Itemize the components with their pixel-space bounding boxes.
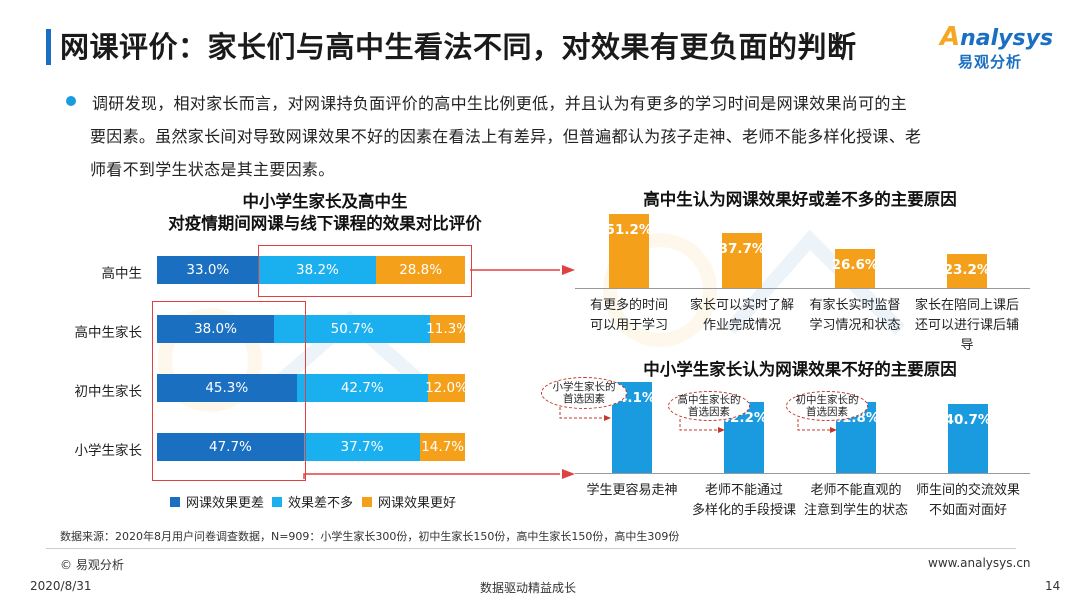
category-label-0: 高中生 xyxy=(101,266,143,282)
logo-wordmark: Analysys xyxy=(940,22,1053,52)
footer-divider xyxy=(46,548,1016,549)
bar-segment-2-1: 42.7% xyxy=(296,374,429,402)
column-category-label-1: 老师不能通过 多样化的手段授课 xyxy=(691,483,796,518)
column-bar-3: 23.2% xyxy=(944,254,990,288)
bar-segment-1-0: 38.0% xyxy=(157,315,275,343)
legend-worse: 网课效果更差 xyxy=(170,492,264,511)
column-value-label-2: 26.6% xyxy=(831,257,879,274)
bottom-right-axis-line xyxy=(575,473,1030,474)
legend-label-better: 网课效果更好 xyxy=(378,496,457,511)
bar-segment-3-2: 14.7% xyxy=(420,433,466,461)
column-bar-1: 37.7% xyxy=(719,233,765,288)
top-right-axis-line xyxy=(575,288,1030,289)
bullet-dot-icon xyxy=(66,96,76,106)
footer-website: www.analysys.cn xyxy=(928,556,1031,570)
category-label-2: 初中生家长 xyxy=(74,384,143,400)
column-bar-3: 40.7% xyxy=(945,404,991,473)
bar-segment-0-2: 28.8% xyxy=(376,256,465,284)
analysys-logo: Analysys 易观分析 xyxy=(940,22,1060,72)
callout-high-school-parents: 高中生家长的 首选因素 xyxy=(668,391,750,421)
footer-date: 2020/8/31 xyxy=(30,579,92,593)
left-chart-title-line-2: 对疫情期间网课与线下课程的效果对比评价 xyxy=(168,214,482,233)
legend-label-same: 效果差不多 xyxy=(288,496,354,511)
column-value-label-3: 23.2% xyxy=(943,262,991,279)
bar-segment-0-0: 33.0% xyxy=(157,256,259,284)
logo-brand: nalysys xyxy=(960,26,1054,51)
column-category-label-0: 有更多的时间 可以用于学习 xyxy=(589,298,668,333)
bar-segment-0-1: 38.2% xyxy=(258,256,377,284)
legend-label-worse: 网课效果更差 xyxy=(186,496,265,511)
callout-middle-school-parents: 初中生家长的 首选因素 xyxy=(786,391,868,421)
intro-line-3: 师看不到学生状态是其主要因素。 xyxy=(90,160,335,179)
column-value-label-0: 51.2% xyxy=(605,221,653,238)
logo-initial: A xyxy=(940,22,961,52)
legend-swatch-worse xyxy=(170,496,180,507)
bottom-right-chart-title: 中小学生家长认为网课效果不好的主要原因 xyxy=(643,360,957,379)
footer-slogan: 数据驱动精益成长 xyxy=(480,581,577,595)
column-category-label-0: 学生更容易走神 xyxy=(586,483,678,498)
legend-swatch-better xyxy=(362,496,372,507)
logo-subtitle: 易观分析 xyxy=(958,53,1023,71)
legend-better: 网课效果更好 xyxy=(362,492,456,511)
left-chart-title-line-1: 中小学生家长及高中生 xyxy=(242,192,408,211)
footer-copyright: © 易观分析 xyxy=(60,558,124,572)
column-value-label-1: 37.7% xyxy=(718,241,766,258)
intro-line-2: 要因素。虽然家长间对导致网课效果不好的因素在看法上有差异，但普遍都认为孩子走神、… xyxy=(90,127,922,146)
bar-segment-3-0: 47.7% xyxy=(157,433,304,461)
bar-segment-3-1: 37.7% xyxy=(303,433,421,461)
top-right-chart-title: 高中生认为网课效果好或差不多的主要原因 xyxy=(643,190,957,209)
callout-primary-school-parents: 小学生家长的 首选因素 xyxy=(541,377,627,409)
bar-segment-1-2: 11.3% xyxy=(426,315,469,343)
column-bar-2: 26.6% xyxy=(832,249,878,288)
column-category-label-2: 有家长实时监督 学习情况和状态 xyxy=(809,298,901,333)
footer-page-number: 14 xyxy=(1045,579,1061,593)
bar-segment-2-2: 12.0% xyxy=(425,374,468,402)
highlight-box-parents-negative xyxy=(152,301,306,481)
legend-same: 效果差不多 xyxy=(272,492,353,511)
category-label-3: 小学生家长 xyxy=(74,443,143,459)
legend-swatch-same xyxy=(272,496,282,507)
column-bar-0: 51.2% xyxy=(606,213,652,288)
highlight-box-high-school-positive xyxy=(258,245,472,297)
watermark-logo-icon-2 xyxy=(603,229,905,347)
column-category-label-1: 家长可以实时了解 作业完成情况 xyxy=(689,298,794,333)
column-category-label-3: 师生间的交流效果 不如面对面好 xyxy=(915,483,1020,518)
column-category-label-2: 老师不能直观的 注意到学生的状态 xyxy=(803,483,908,518)
source-note: 数据来源：2020年8月用户问卷调查数据，N=909：小学生家长300份，初中生… xyxy=(60,530,680,543)
intro-line-1: 调研发现，相对家长而言，对网课持负面评价的高中生比例更低，并且认为有更多的学习时… xyxy=(92,94,908,113)
title-accent-bar xyxy=(46,29,51,65)
bar-segment-1-1: 50.7% xyxy=(274,315,431,343)
category-label-1: 高中生家长 xyxy=(74,325,143,341)
column-category-label-3: 家长在陪同上课后 还可以进行课后辅导 xyxy=(914,298,1019,353)
bar-segment-2-0: 45.3% xyxy=(157,374,297,402)
column-value-label-3: 40.7% xyxy=(944,412,992,429)
page-title: 网课评价：家长们与高中生看法不同，对效果有更负面的判断 xyxy=(60,30,857,64)
